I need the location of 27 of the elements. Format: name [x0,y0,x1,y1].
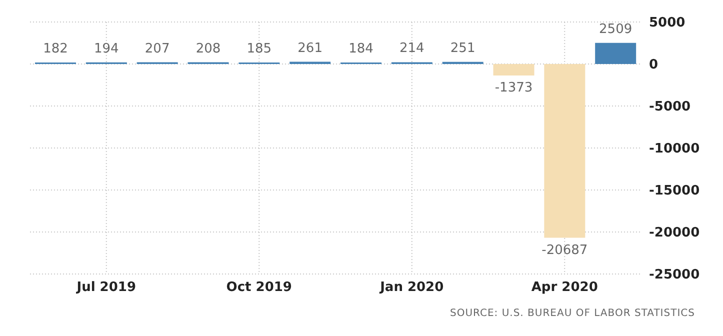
y-tick-label: -25000 [649,268,700,283]
data-label: 185 [246,41,272,56]
bar [544,64,586,238]
data-label: 261 [298,40,322,56]
data-label: 251 [450,40,476,56]
data-label: 214 [400,41,424,56]
data-label: 207 [144,41,170,56]
x-tick-label: Jul 2019 [76,280,136,296]
data-label: 184 [348,41,374,56]
data-label: 208 [196,41,221,56]
data-label: 194 [94,41,119,56]
data-label: -20687 [542,242,588,258]
x-tick-label: Jan 2020 [379,280,444,296]
data-label: 2509 [599,22,632,37]
source-note: SOURCE: U.S. BUREAU OF LABOR STATISTICS [450,308,695,319]
y-tick-label: -20000 [649,226,700,241]
y-tick-label: -15000 [649,184,700,199]
bar [595,42,636,64]
data-label: 182 [43,41,68,56]
data-label: -1373 [494,80,533,96]
x-tick-label: Apr 2020 [531,280,598,296]
y-tick-label: -10000 [649,142,700,157]
y-tick-label: 5000 [649,16,686,31]
bar [493,64,534,76]
x-tick-label: Oct 2019 [226,280,292,296]
y-tick-label: -5000 [649,100,691,115]
y-tick-label: 0 [649,58,658,73]
